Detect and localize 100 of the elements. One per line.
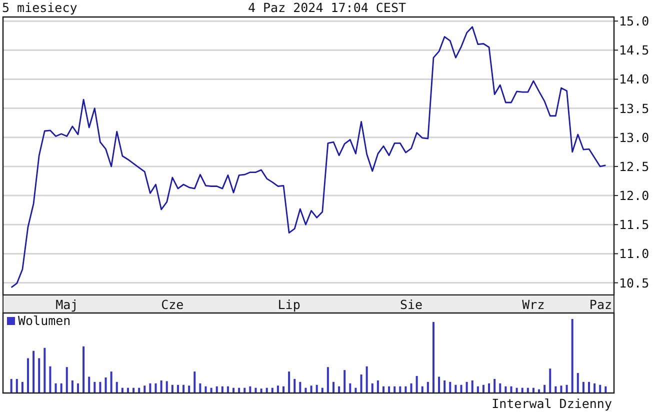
bar (176, 384, 179, 393)
bar (366, 366, 368, 393)
y-tick-label: 11.5 (619, 217, 650, 232)
y-tick-label: 13.0 (619, 130, 650, 145)
bar (594, 383, 596, 393)
legend-label: Wolumen (18, 313, 71, 328)
bar (76, 383, 79, 393)
bar (88, 376, 90, 393)
bar (10, 378, 12, 393)
bar (82, 346, 85, 393)
bar (382, 386, 384, 393)
bar (49, 366, 52, 393)
bar (338, 386, 340, 393)
bar (476, 386, 479, 393)
bar (310, 386, 312, 393)
bar (188, 386, 190, 393)
bar (444, 380, 446, 393)
bar (221, 386, 224, 393)
bar (94, 382, 96, 393)
bar (171, 384, 174, 393)
bar (294, 378, 296, 393)
bar (371, 383, 374, 393)
bar (560, 386, 562, 393)
bar (449, 382, 452, 393)
bar (54, 383, 57, 393)
chart-title: 5 miesiecy (2, 0, 78, 15)
bar (582, 382, 584, 393)
bar (32, 350, 35, 393)
bar (388, 386, 390, 393)
bar (182, 384, 185, 393)
x-tick-label: Wrz (522, 297, 545, 312)
bar (332, 382, 334, 393)
bar (588, 382, 590, 393)
bar (394, 386, 396, 393)
bar (488, 383, 490, 393)
bar (110, 372, 112, 393)
y-tick-label: 12.5 (619, 158, 650, 174)
bar (504, 386, 507, 393)
x-tick-label: Maj (56, 297, 78, 312)
bar (499, 383, 502, 393)
bar (421, 386, 424, 393)
bar (376, 380, 379, 393)
bar (316, 384, 318, 393)
bar (399, 386, 402, 393)
bar (249, 386, 252, 393)
bar (410, 383, 412, 393)
y-tick-label: 11.0 (619, 246, 650, 262)
bar (438, 376, 440, 393)
bar (349, 383, 352, 393)
bar (26, 358, 29, 393)
bar (510, 386, 512, 393)
bar (566, 384, 568, 393)
y-tick-label: 10.5 (619, 275, 650, 290)
bar (21, 382, 24, 393)
bar (494, 378, 496, 393)
bar (160, 380, 162, 393)
bar (99, 382, 102, 393)
bar (426, 382, 429, 393)
bar (154, 383, 157, 393)
y-tick-label: 12.0 (619, 188, 650, 204)
chart-subtitle: 4 Paz 2024 17:04 CEST (248, 0, 406, 15)
bar (554, 386, 557, 393)
bar (460, 384, 462, 393)
y-tick-label: 14.0 (619, 72, 650, 87)
bar (604, 386, 607, 393)
bar (204, 386, 207, 393)
bar (216, 386, 218, 393)
x-tick-label: Lip (278, 297, 300, 312)
bar (149, 383, 152, 393)
bar (44, 348, 46, 393)
x-tick-label: Cze (161, 297, 184, 312)
bar (344, 370, 346, 393)
bar (226, 386, 229, 393)
bar (116, 382, 118, 393)
bar (432, 322, 434, 393)
bar (454, 384, 457, 393)
bar (571, 319, 574, 393)
bar (299, 382, 302, 393)
bar (71, 380, 74, 393)
bar (599, 384, 602, 393)
text: Interwal Dzienny (492, 396, 612, 411)
bar (144, 386, 146, 393)
bar (576, 373, 579, 393)
y-tick-label: 14.5 (619, 42, 650, 58)
bar (104, 377, 107, 393)
y-tick-label: 15.0 (619, 14, 650, 29)
x-tick-label: Paz (589, 297, 612, 312)
bar (416, 376, 418, 393)
line-series (10, 26, 606, 288)
bar (276, 386, 279, 393)
bar (482, 384, 484, 393)
bar (549, 368, 552, 393)
bar (326, 367, 329, 393)
bar (404, 386, 407, 393)
bar (466, 382, 468, 393)
y-tick-label: 13.5 (619, 100, 650, 116)
bar (38, 358, 40, 393)
bar (199, 383, 202, 393)
bar (60, 383, 62, 393)
bar (288, 372, 290, 393)
